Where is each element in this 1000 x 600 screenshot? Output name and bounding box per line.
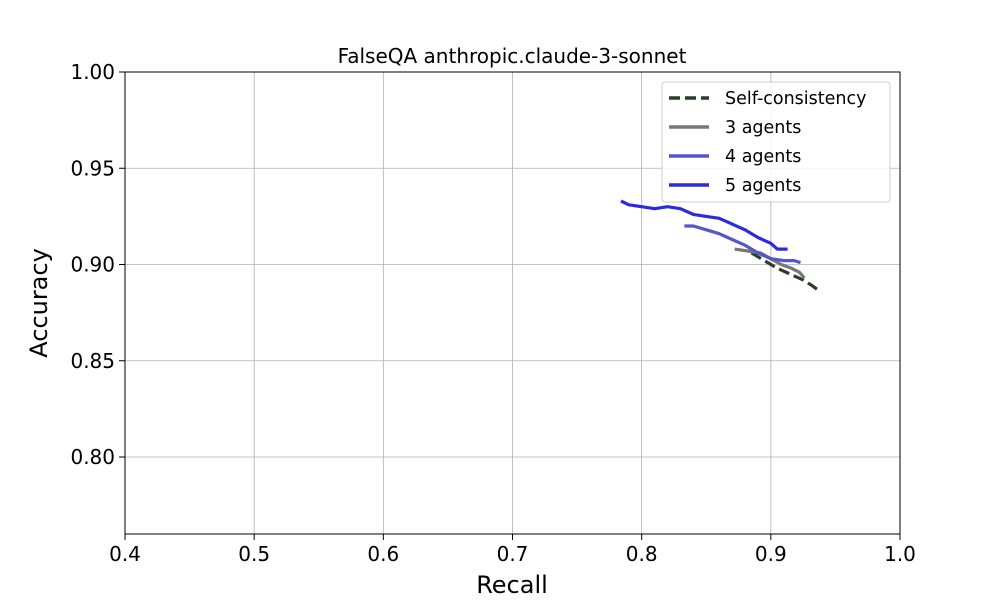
series-line	[734, 247, 806, 280]
x-tick-label: 0.5	[238, 542, 270, 566]
series-line	[620, 199, 788, 251]
x-tick-label: 1.0	[884, 542, 916, 566]
x-tick-label: 0.8	[626, 542, 658, 566]
series-line	[750, 251, 821, 293]
series-lines	[620, 199, 821, 293]
x-tick-label: 0.4	[109, 542, 141, 566]
chart-title: FalseQA anthropic.claude-3-sonnet	[338, 44, 687, 68]
legend-label: 4 agents	[725, 147, 801, 167]
y-tick-label: 0.90	[70, 253, 115, 277]
legend: Self-consistency 3 agents 4 agents 5 agents	[661, 81, 891, 203]
y-tick-label: 0.95	[70, 156, 115, 180]
x-tick-label: 0.6	[367, 542, 399, 566]
y-axis-label: Accuracy	[25, 248, 53, 358]
y-tick-label: 0.80	[70, 445, 115, 469]
legend-label: 5 agents	[725, 176, 801, 196]
x-tick-label: 0.7	[497, 542, 529, 566]
series-line	[684, 224, 801, 265]
legend-label: Self-consistency	[725, 89, 866, 109]
y-tick-label: 1.00	[70, 60, 115, 84]
legend-label: 3 agents	[725, 118, 801, 138]
x-tick-label: 0.9	[755, 542, 787, 566]
legend-box	[661, 81, 891, 203]
y-tick-label: 0.85	[70, 349, 115, 373]
x-axis-label: Recall	[476, 571, 548, 599]
axis-ticks: 0.4 0.5 0.6 0.7 0.8 0.9 1.0 0.80 0.85 0.90 0.95 1.0…	[70, 60, 915, 566]
